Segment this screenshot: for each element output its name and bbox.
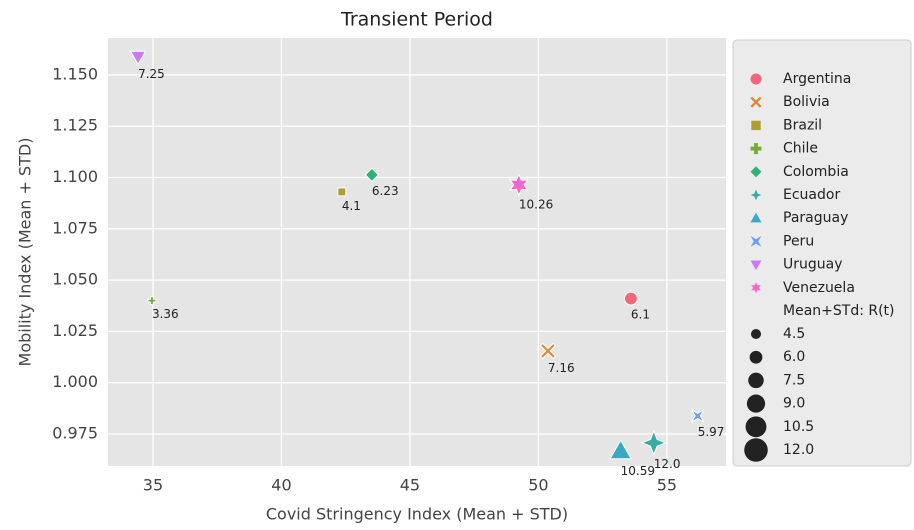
plot-area: [108, 38, 726, 466]
x-tick-label: 35: [143, 476, 163, 495]
size-legend-marker: [748, 372, 764, 389]
size-legend-marker: [750, 328, 762, 340]
point: [508, 173, 529, 197]
size-legend-label: 6.0: [783, 349, 805, 365]
y-tick-label: 1.025: [52, 321, 98, 340]
size-legend-label: 4.5: [783, 326, 805, 342]
point: [364, 167, 380, 183]
legend-label: Colombia: [783, 164, 849, 180]
point-label: 12.0: [654, 457, 681, 471]
size-legend-label: 10.5: [783, 419, 814, 435]
point: [609, 439, 633, 460]
legend-label: Venezuela: [783, 280, 855, 296]
legend-box: [732, 39, 912, 467]
point-label: 6.1: [631, 308, 650, 322]
point: [623, 291, 638, 306]
point: [640, 429, 667, 456]
size-legend-marker: [745, 416, 767, 438]
legend-label: Brazil: [783, 117, 822, 133]
point: [337, 187, 347, 197]
point-label: 7.25: [138, 67, 165, 81]
legend-label: Peru: [783, 233, 814, 249]
legend-label: Paraguay: [783, 210, 848, 226]
point: [690, 409, 705, 423]
y-tick-label: 1.100: [52, 167, 98, 186]
legend-label: Uruguay: [783, 257, 843, 273]
y-tick-label: 1.000: [52, 372, 98, 391]
legend-marker: [750, 166, 762, 178]
chart-title: Transient Period: [340, 9, 493, 31]
size-legend-title: Mean+STd: R(t): [783, 303, 895, 319]
point-label: 3.36: [152, 307, 179, 321]
legend-marker: [751, 120, 761, 131]
y-axis-label: Mobility Index (Mean + STD): [16, 138, 35, 367]
legend-marker: [750, 260, 762, 271]
point-label: 5.97: [698, 425, 725, 439]
point: [129, 50, 147, 66]
legend-marker: [750, 96, 762, 108]
point-label: 6.23: [372, 184, 399, 198]
x-tick-label: 50: [528, 476, 548, 495]
point: [147, 296, 157, 306]
legend-marker: [750, 73, 762, 85]
size-legend-marker: [749, 350, 763, 364]
point-label: 10.59: [621, 464, 655, 478]
legend-marker: [750, 189, 762, 201]
point-label: 7.16: [548, 361, 575, 375]
size-legend-marker: [746, 394, 766, 413]
y-tick-label: 1.075: [52, 218, 98, 237]
legend-label: Argentina: [783, 71, 851, 87]
legend-marker: [750, 212, 762, 223]
y-tick-label: 1.150: [52, 64, 98, 83]
x-tick-label: 55: [657, 476, 677, 495]
legend-label: Ecuador: [783, 187, 840, 203]
x-axis-label: Covid Stringency Index (Mean + STD): [266, 505, 568, 524]
x-tick-label: 40: [271, 476, 291, 495]
size-legend-label: 12.0: [783, 442, 814, 458]
y-tick-label: 1.125: [52, 116, 98, 135]
legend-marker: [750, 235, 762, 247]
size-legend-label: 7.5: [783, 372, 805, 388]
y-tick-label: 0.975: [52, 423, 98, 442]
legend-label: Bolivia: [783, 94, 830, 110]
y-tick-label: 1.050: [52, 270, 98, 289]
legend-marker: [751, 282, 761, 294]
point-label: 10.26: [519, 198, 553, 212]
legend-marker: [750, 143, 762, 155]
x-tick-label: 45: [400, 476, 420, 495]
point: [539, 342, 557, 360]
size-legend-marker: [744, 438, 768, 462]
size-legend-label: 9.0: [783, 396, 805, 412]
point-label: 4.1: [342, 199, 361, 213]
legend-label: Chile: [783, 141, 818, 157]
